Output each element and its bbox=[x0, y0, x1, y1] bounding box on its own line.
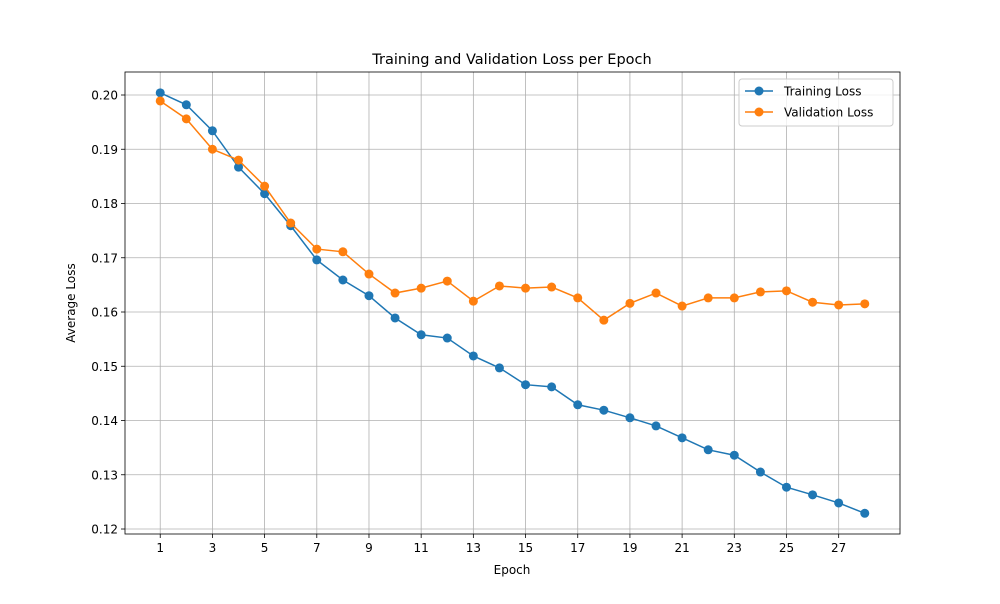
y-tick-label: 0.19 bbox=[91, 143, 118, 157]
x-axis-label: Epoch bbox=[494, 563, 531, 577]
y-tick-label: 0.15 bbox=[91, 360, 118, 374]
validation-loss-point bbox=[207, 144, 217, 154]
plot-frame bbox=[124, 71, 901, 535]
y-axis-label: Average Loss bbox=[64, 263, 78, 342]
validation-loss-point bbox=[442, 276, 452, 286]
x-tick-label: 23 bbox=[727, 541, 742, 555]
validation-loss-point bbox=[155, 96, 165, 106]
x-tick-label: 25 bbox=[779, 541, 794, 555]
x-tick-label: 27 bbox=[831, 541, 846, 555]
x-tick-label: 3 bbox=[209, 541, 217, 555]
training-loss-point bbox=[729, 450, 739, 460]
validation-loss-point bbox=[494, 281, 504, 291]
training-loss-point bbox=[781, 482, 791, 492]
validation-loss-point bbox=[390, 288, 400, 298]
validation-loss-point bbox=[521, 283, 531, 293]
validation-loss-point bbox=[703, 293, 713, 303]
x-tick-label: 1 bbox=[156, 541, 164, 555]
legend-label-validation: Validation Loss bbox=[784, 106, 873, 120]
training-loss-point bbox=[860, 508, 870, 518]
validation-loss-point bbox=[860, 299, 870, 309]
series-layer bbox=[155, 88, 870, 518]
y-tick-label: 0.16 bbox=[91, 306, 118, 320]
training-loss-point bbox=[207, 126, 217, 136]
legend-marker-validation bbox=[754, 107, 764, 117]
chart-title: Training and Validation Loss per Epoch bbox=[371, 52, 651, 68]
training-loss-point bbox=[573, 400, 583, 410]
legend-marker-training bbox=[754, 86, 764, 96]
training-loss-point bbox=[390, 313, 400, 323]
validation-loss-point bbox=[677, 301, 687, 311]
x-tick-label: 19 bbox=[622, 541, 637, 555]
validation-loss-line bbox=[159, 100, 865, 322]
validation-loss-point bbox=[338, 247, 348, 257]
training-loss-point bbox=[181, 100, 191, 110]
training-loss-point bbox=[547, 382, 557, 392]
training-loss-point bbox=[442, 333, 452, 343]
y-tick-label: 0.18 bbox=[91, 197, 118, 211]
training-loss-point bbox=[677, 433, 687, 443]
training-loss-point bbox=[834, 498, 844, 508]
legend: Training Loss Validation Loss bbox=[738, 78, 894, 127]
validation-loss-point bbox=[234, 155, 244, 165]
training-loss-point bbox=[755, 467, 765, 477]
validation-loss-point bbox=[286, 218, 296, 228]
validation-loss-point bbox=[416, 283, 426, 293]
validation-loss-point bbox=[573, 293, 583, 303]
training-loss-point bbox=[651, 421, 661, 431]
training-loss-point bbox=[260, 189, 270, 199]
validation-loss-point bbox=[729, 293, 739, 303]
validation-loss-point bbox=[468, 296, 478, 306]
x-tick-label: 21 bbox=[674, 541, 689, 555]
validation-loss-point bbox=[260, 181, 270, 191]
y-tick-label: 0.12 bbox=[91, 523, 118, 537]
ticks: 1 3 5 7 9 11 13 15 17 19 21 23 25 270.120.130.140.150… bbox=[91, 89, 846, 555]
validation-loss-point bbox=[364, 269, 374, 279]
legend-label-training: Training Loss bbox=[783, 85, 861, 99]
validation-loss-point bbox=[181, 114, 191, 124]
training-loss-point bbox=[494, 363, 504, 373]
validation-loss-point bbox=[625, 298, 635, 308]
legend-box bbox=[738, 78, 894, 127]
validation-loss-point bbox=[651, 288, 661, 298]
validation-loss-point bbox=[808, 297, 818, 307]
x-tick-label: 13 bbox=[466, 541, 481, 555]
y-tick-label: 0.13 bbox=[91, 468, 118, 482]
training-loss-point bbox=[599, 405, 609, 415]
training-loss-point bbox=[416, 330, 426, 340]
validation-loss-point bbox=[599, 315, 609, 325]
training-loss-point bbox=[312, 255, 322, 265]
x-tick-label: 7 bbox=[313, 541, 321, 555]
training-loss-point bbox=[234, 162, 244, 172]
training-loss-point bbox=[338, 275, 348, 285]
x-tick-label: 15 bbox=[518, 541, 533, 555]
training-loss-point bbox=[364, 291, 374, 301]
training-loss-point bbox=[703, 445, 713, 455]
x-tick-label: 17 bbox=[570, 541, 585, 555]
y-tick-label: 0.17 bbox=[91, 251, 118, 265]
x-tick-label: 5 bbox=[261, 541, 269, 555]
y-tick-label: 0.14 bbox=[91, 414, 118, 428]
training-loss-line bbox=[159, 92, 866, 514]
validation-loss-point bbox=[312, 244, 322, 254]
training-loss-point bbox=[625, 413, 635, 423]
training-loss-point bbox=[468, 351, 478, 361]
validation-loss-point bbox=[755, 287, 765, 297]
validation-loss-point bbox=[547, 282, 557, 292]
x-tick-label: 11 bbox=[414, 541, 429, 555]
training-loss-point bbox=[155, 88, 165, 98]
training-loss-point bbox=[521, 380, 531, 390]
x-tick-label: 9 bbox=[365, 541, 373, 555]
y-tick-label: 0.20 bbox=[91, 89, 118, 103]
validation-loss-point bbox=[781, 286, 791, 296]
training-loss-point bbox=[808, 490, 818, 500]
validation-loss-point bbox=[834, 300, 844, 310]
